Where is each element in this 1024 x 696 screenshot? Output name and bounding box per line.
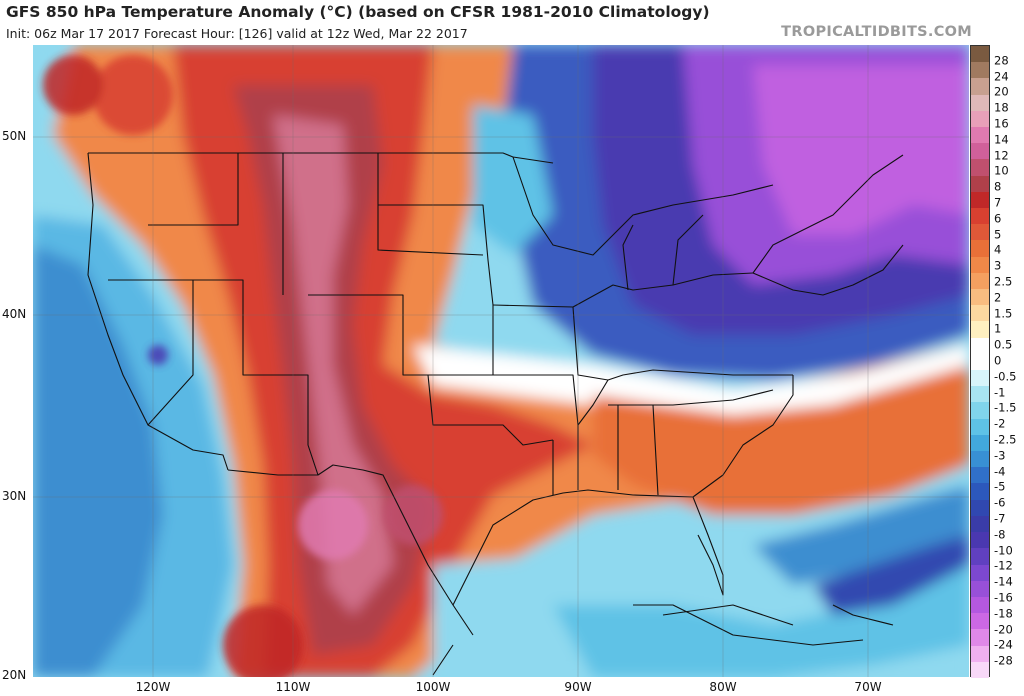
lon-label-80w: 80W — [709, 680, 737, 694]
color-scale-label: -1 — [994, 384, 1006, 399]
color-scale-label: 0 — [994, 353, 1002, 368]
color-scale-label: 5 — [994, 226, 1002, 241]
color-swatch — [971, 661, 989, 678]
color-swatch — [971, 62, 989, 79]
lat-label-50n: 50N — [2, 129, 27, 143]
color-scale-label: 6 — [994, 211, 1002, 226]
anomaly-map — [33, 45, 969, 677]
color-swatch — [971, 434, 989, 452]
color-scale-label: -20 — [994, 621, 1013, 636]
color-scale-label: -2 — [994, 416, 1006, 431]
color-swatch — [971, 240, 989, 257]
color-scale-label: 7 — [994, 195, 1002, 210]
color-scale-label: 16 — [994, 116, 1009, 131]
color-swatch — [971, 321, 989, 338]
color-swatch — [971, 629, 989, 646]
anomaly-field — [33, 45, 969, 677]
color-scale-label: 12 — [994, 147, 1009, 162]
color-scale-label: 18 — [994, 100, 1009, 115]
lon-label-120w: 120W — [135, 680, 171, 694]
color-swatch — [971, 451, 989, 468]
color-swatch — [971, 596, 989, 614]
color-scale-label: 4 — [994, 242, 1002, 257]
color-swatch — [971, 402, 989, 419]
color-swatch — [971, 564, 989, 581]
color-scale-label: 24 — [994, 68, 1009, 83]
color-scale-label: -7 — [994, 511, 1006, 526]
color-scale-label: -18 — [994, 606, 1013, 621]
color-scale-label: 1.5 — [994, 305, 1013, 320]
color-swatch — [971, 515, 989, 533]
color-swatch — [971, 94, 989, 111]
color-scale-label: -8 — [994, 527, 1006, 542]
color-scale-label: 1 — [994, 321, 1002, 336]
header: GFS 850 hPa Temperature Anomaly (°C) (ba… — [0, 0, 1024, 46]
map-title: GFS 850 hPa Temperature Anomaly (°C) (ba… — [6, 3, 710, 21]
color-swatch — [971, 467, 989, 484]
color-swatch — [971, 418, 989, 435]
color-scale-label: -1.5 — [994, 400, 1017, 415]
color-swatch — [971, 224, 989, 241]
color-swatch — [971, 127, 989, 144]
color-swatch — [971, 370, 989, 387]
color-scale-label: -3 — [994, 448, 1006, 463]
brand-watermark: TROPICALTIDBITS.COM — [781, 24, 972, 40]
color-swatch — [971, 256, 989, 273]
color-swatch — [971, 191, 989, 209]
color-scale-bar — [970, 45, 990, 678]
lon-label-100w: 100W — [415, 680, 451, 694]
color-swatch — [971, 289, 989, 306]
color-scale-label: -4 — [994, 463, 1006, 478]
color-scale-label: -10 — [994, 542, 1013, 557]
forecast-info: Init: 06z Mar 17 2017 Forecast Hour: [12… — [6, 26, 468, 41]
color-swatch — [971, 208, 989, 225]
lon-label-70w: 70W — [854, 680, 882, 694]
color-swatch — [971, 353, 989, 371]
color-swatch — [971, 78, 989, 95]
color-swatch — [971, 580, 989, 597]
color-scale-label: 20 — [994, 84, 1009, 99]
color-swatch — [971, 483, 989, 500]
color-swatch — [971, 159, 989, 176]
lat-label-20n: 20N — [2, 668, 27, 682]
color-scale-label: -16 — [994, 590, 1013, 605]
color-scale-label: 28 — [994, 53, 1009, 68]
color-scale-label: 10 — [994, 163, 1009, 178]
lon-label-90w: 90W — [564, 680, 592, 694]
color-scale-label: -6 — [994, 495, 1006, 510]
color-scale-label: 14 — [994, 132, 1009, 147]
color-swatch — [971, 305, 989, 322]
color-scale-label: -5 — [994, 479, 1006, 494]
color-swatch — [971, 645, 989, 662]
color-scale-label: 2 — [994, 290, 1002, 305]
color-scale-label: 0.5 — [994, 337, 1013, 352]
color-swatch — [971, 532, 989, 549]
color-scale-label: -0.5 — [994, 369, 1017, 384]
color-swatch — [971, 110, 989, 128]
color-swatch — [971, 613, 989, 630]
color-scale-label: -14 — [994, 574, 1013, 589]
color-swatch — [971, 46, 989, 63]
color-scale-label: 3 — [994, 258, 1002, 273]
color-scale-label: -2.5 — [994, 432, 1017, 447]
lat-label-40n: 40N — [2, 307, 27, 321]
color-swatch — [971, 272, 989, 290]
color-swatch — [971, 337, 989, 354]
color-swatch — [971, 499, 989, 516]
color-swatch — [971, 175, 989, 192]
color-swatch — [971, 548, 989, 565]
color-scale-label: -12 — [994, 558, 1013, 573]
color-swatch — [971, 386, 989, 403]
lon-label-110w: 110W — [275, 680, 311, 694]
color-scale-label: 8 — [994, 179, 1002, 194]
color-scale-label: -28 — [994, 653, 1013, 668]
color-swatch — [971, 143, 989, 160]
color-scale-label: 2.5 — [994, 274, 1013, 289]
lat-label-30n: 30N — [2, 489, 27, 503]
color-scale-label: -24 — [994, 637, 1013, 652]
